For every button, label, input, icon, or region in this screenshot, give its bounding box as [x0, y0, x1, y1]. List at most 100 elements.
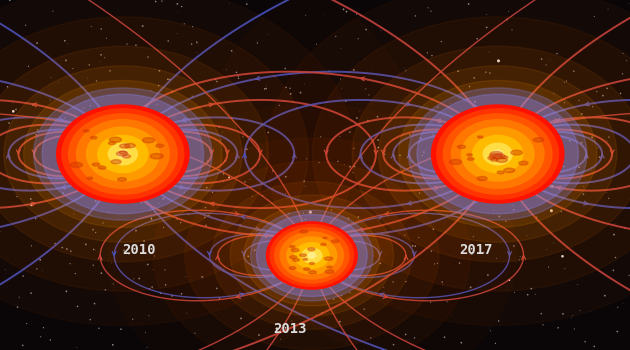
Point — [336, 85, 346, 91]
Point — [419, 149, 429, 155]
Point — [481, 69, 491, 75]
Point — [466, 285, 476, 290]
Point — [287, 318, 297, 324]
Ellipse shape — [457, 145, 466, 148]
Point — [149, 253, 159, 259]
Point — [26, 196, 36, 202]
Point — [535, 122, 545, 128]
Point — [603, 6, 613, 12]
Point — [26, 202, 37, 208]
Point — [578, 191, 588, 197]
Point — [254, 332, 264, 338]
Point — [58, 203, 68, 209]
Point — [417, 153, 427, 158]
Ellipse shape — [534, 138, 544, 142]
Point — [163, 77, 173, 82]
Point — [106, 260, 117, 266]
Point — [96, 270, 106, 276]
Point — [586, 309, 596, 315]
Point — [148, 267, 158, 272]
Point — [493, 318, 503, 324]
Point — [260, 218, 270, 223]
Point — [579, 183, 589, 189]
Point — [400, 232, 410, 238]
Point — [453, 68, 463, 74]
Ellipse shape — [0, 17, 308, 291]
Point — [488, 141, 498, 147]
Point — [456, 340, 466, 345]
Point — [79, 131, 89, 137]
Point — [618, 50, 628, 56]
Point — [414, 235, 424, 240]
Point — [316, 134, 326, 140]
Point — [32, 188, 42, 194]
Ellipse shape — [0, 46, 268, 262]
Point — [405, 132, 415, 138]
Point — [219, 171, 229, 177]
Point — [566, 315, 576, 321]
Point — [108, 342, 118, 348]
Point — [406, 159, 416, 164]
Point — [57, 245, 67, 250]
Point — [559, 100, 570, 106]
Point — [38, 325, 49, 330]
Point — [152, 135, 162, 140]
Point — [91, 78, 101, 84]
Point — [21, 22, 31, 28]
Point — [88, 227, 98, 232]
Point — [188, 24, 198, 29]
Point — [104, 230, 114, 236]
Point — [489, 208, 499, 213]
Point — [335, 76, 345, 82]
Point — [28, 103, 38, 108]
Point — [437, 279, 447, 285]
Point — [306, 209, 316, 215]
Point — [173, 9, 183, 15]
Point — [100, 287, 110, 293]
Ellipse shape — [290, 256, 297, 259]
Point — [86, 24, 96, 29]
Point — [154, 83, 164, 88]
Point — [410, 335, 420, 341]
Ellipse shape — [69, 114, 177, 194]
Point — [214, 296, 224, 301]
Point — [302, 156, 312, 162]
Point — [48, 8, 58, 14]
Point — [389, 342, 399, 348]
Point — [140, 148, 151, 153]
Ellipse shape — [493, 150, 503, 158]
Point — [35, 257, 45, 262]
Point — [454, 96, 464, 102]
Point — [250, 247, 260, 253]
Point — [240, 179, 250, 185]
Point — [251, 288, 261, 294]
Ellipse shape — [290, 245, 295, 248]
Point — [204, 213, 214, 218]
Point — [181, 180, 192, 186]
Point — [146, 146, 156, 152]
Ellipse shape — [309, 271, 316, 274]
Point — [96, 257, 106, 262]
Point — [242, 146, 252, 152]
Ellipse shape — [251, 210, 373, 301]
Point — [61, 57, 71, 63]
Point — [445, 101, 455, 107]
Point — [449, 112, 459, 118]
Point — [269, 184, 279, 190]
Text: 2010: 2010 — [122, 243, 156, 257]
Ellipse shape — [327, 266, 332, 268]
Point — [311, 41, 321, 47]
Point — [401, 279, 411, 285]
Point — [169, 47, 180, 53]
Point — [504, 277, 514, 283]
Point — [536, 311, 546, 316]
Ellipse shape — [501, 156, 508, 159]
Point — [12, 194, 22, 199]
Ellipse shape — [24, 80, 222, 228]
Point — [541, 62, 551, 68]
Point — [481, 12, 491, 17]
Point — [580, 339, 590, 344]
Point — [164, 77, 175, 83]
Ellipse shape — [321, 243, 326, 246]
Point — [472, 36, 482, 42]
